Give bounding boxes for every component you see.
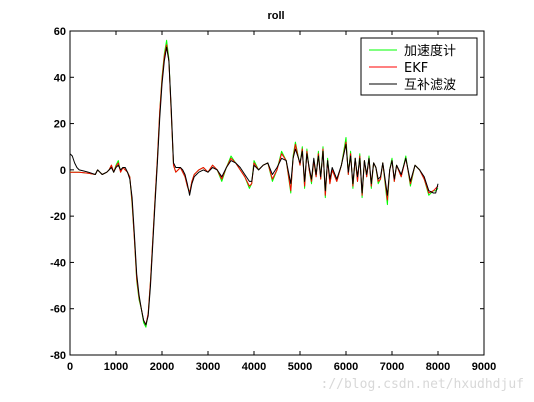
x-tick-label: 5000 [288, 361, 312, 373]
chart-title: roll [267, 10, 284, 22]
y-axis-ticks: -80 -60 -40 -20 0 20 40 60 [50, 26, 484, 362]
y-tick-label: -60 [50, 304, 66, 316]
y-tick-label: 60 [54, 26, 66, 38]
x-tick-label: 0 [67, 361, 73, 373]
x-tick-label: 7000 [380, 361, 404, 373]
y-tick-label: -40 [50, 257, 66, 269]
x-tick-label: 4000 [242, 361, 266, 373]
y-tick-label: 40 [54, 72, 66, 84]
x-axis-ticks: 0 1000 2000 3000 4000 5000 6000 7000 8000 9000 [67, 31, 496, 373]
x-tick-label: 9000 [472, 361, 496, 373]
x-tick-label: 8000 [426, 361, 450, 373]
watermark-text: ://blog.csdn.net/hxudhdjuf [321, 377, 525, 392]
x-tick-label: 3000 [196, 361, 220, 373]
series-line-complementary [69, 46, 439, 326]
y-tick-label: 20 [54, 119, 66, 131]
legend-label-ekf: EKF [404, 61, 428, 76]
y-tick-label: 0 [60, 165, 66, 177]
legend-label-accelerometer: 加速度计 [404, 43, 456, 59]
legend-label-complementary: 互补滤波 [404, 78, 456, 93]
y-tick-label: -20 [50, 211, 66, 223]
legend: 加速度计 EKF 互补滤波 [360, 37, 478, 96]
x-tick-label: 2000 [150, 361, 174, 373]
y-tick-label: -80 [50, 350, 66, 362]
series-layer [69, 39, 439, 328]
x-tick-label: 1000 [104, 361, 128, 373]
x-tick-label: 6000 [334, 361, 358, 373]
